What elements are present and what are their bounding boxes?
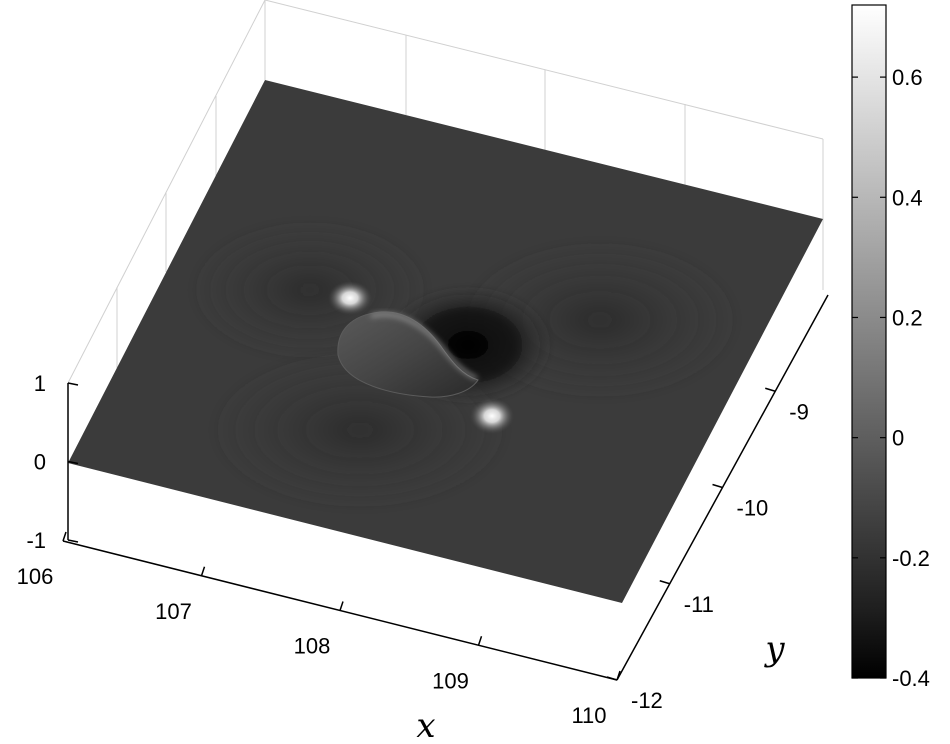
box-grid bbox=[67, 0, 824, 463]
y-axis-ticks bbox=[606, 387, 776, 681]
colorbar-tick-label: 0.6 bbox=[892, 65, 923, 90]
z-tick-label: -1 bbox=[26, 528, 46, 553]
y-tick bbox=[765, 387, 776, 392]
peak-upper bbox=[328, 281, 372, 315]
colorbar-tick-label: -0.4 bbox=[892, 666, 930, 691]
x-tick bbox=[62, 531, 67, 542]
colorbar-ticks bbox=[852, 76, 886, 679]
y-axis-title: y bbox=[763, 629, 785, 669]
x-tick-label: 110 bbox=[571, 703, 606, 728]
x-tick bbox=[200, 566, 206, 576]
y-tick bbox=[606, 676, 618, 681]
x-tick bbox=[339, 601, 344, 611]
x-tick bbox=[477, 636, 483, 646]
colorbar-tick-label: 0.2 bbox=[892, 305, 923, 330]
y-tick bbox=[659, 580, 670, 585]
x-tick-label: 107 bbox=[155, 599, 192, 624]
x-tick-label: 108 bbox=[294, 634, 331, 659]
colorbar-tick-label: 0 bbox=[892, 426, 904, 451]
y-tick-label: -10 bbox=[737, 496, 769, 521]
y-tick-label: -12 bbox=[631, 688, 663, 713]
x-tick-label: 109 bbox=[432, 668, 469, 693]
z-tick bbox=[67, 460, 79, 465]
y-tick-label: -11 bbox=[684, 592, 714, 617]
ridge-highlight bbox=[370, 313, 478, 380]
z-tick-label: 0 bbox=[34, 450, 46, 475]
colorbar-fill bbox=[851, 4, 887, 679]
z-tick bbox=[67, 382, 79, 386]
colorbar-tick-label: -0.2 bbox=[892, 546, 930, 571]
x-axis-ticks bbox=[62, 531, 621, 681]
x-tick bbox=[616, 670, 621, 681]
z-tick-label: 1 bbox=[34, 371, 46, 396]
z-axis-ticks bbox=[67, 382, 79, 543]
z-tick bbox=[67, 539, 79, 543]
y-tick-label: -9 bbox=[789, 399, 809, 424]
surface bbox=[68, 80, 823, 603]
colorbar: 0.6 0.4 0.2 0 -0.2 -0.4 bbox=[851, 4, 930, 691]
x-tick-labels: 106 107 108 109 110 bbox=[17, 564, 607, 728]
z-tick-labels: 1 0 -1 bbox=[26, 371, 46, 553]
y-tick bbox=[712, 483, 723, 489]
x-axis-title: x bbox=[416, 706, 435, 744]
x-tick-label: 106 bbox=[17, 564, 54, 589]
y-tick-labels: -9 -10 -11 -12 bbox=[631, 399, 809, 713]
colorbar-tick-labels: 0.6 0.4 0.2 0 -0.2 -0.4 bbox=[892, 65, 930, 691]
colorbar-tick-label: 0.4 bbox=[892, 185, 923, 210]
peak-lower bbox=[470, 398, 514, 434]
